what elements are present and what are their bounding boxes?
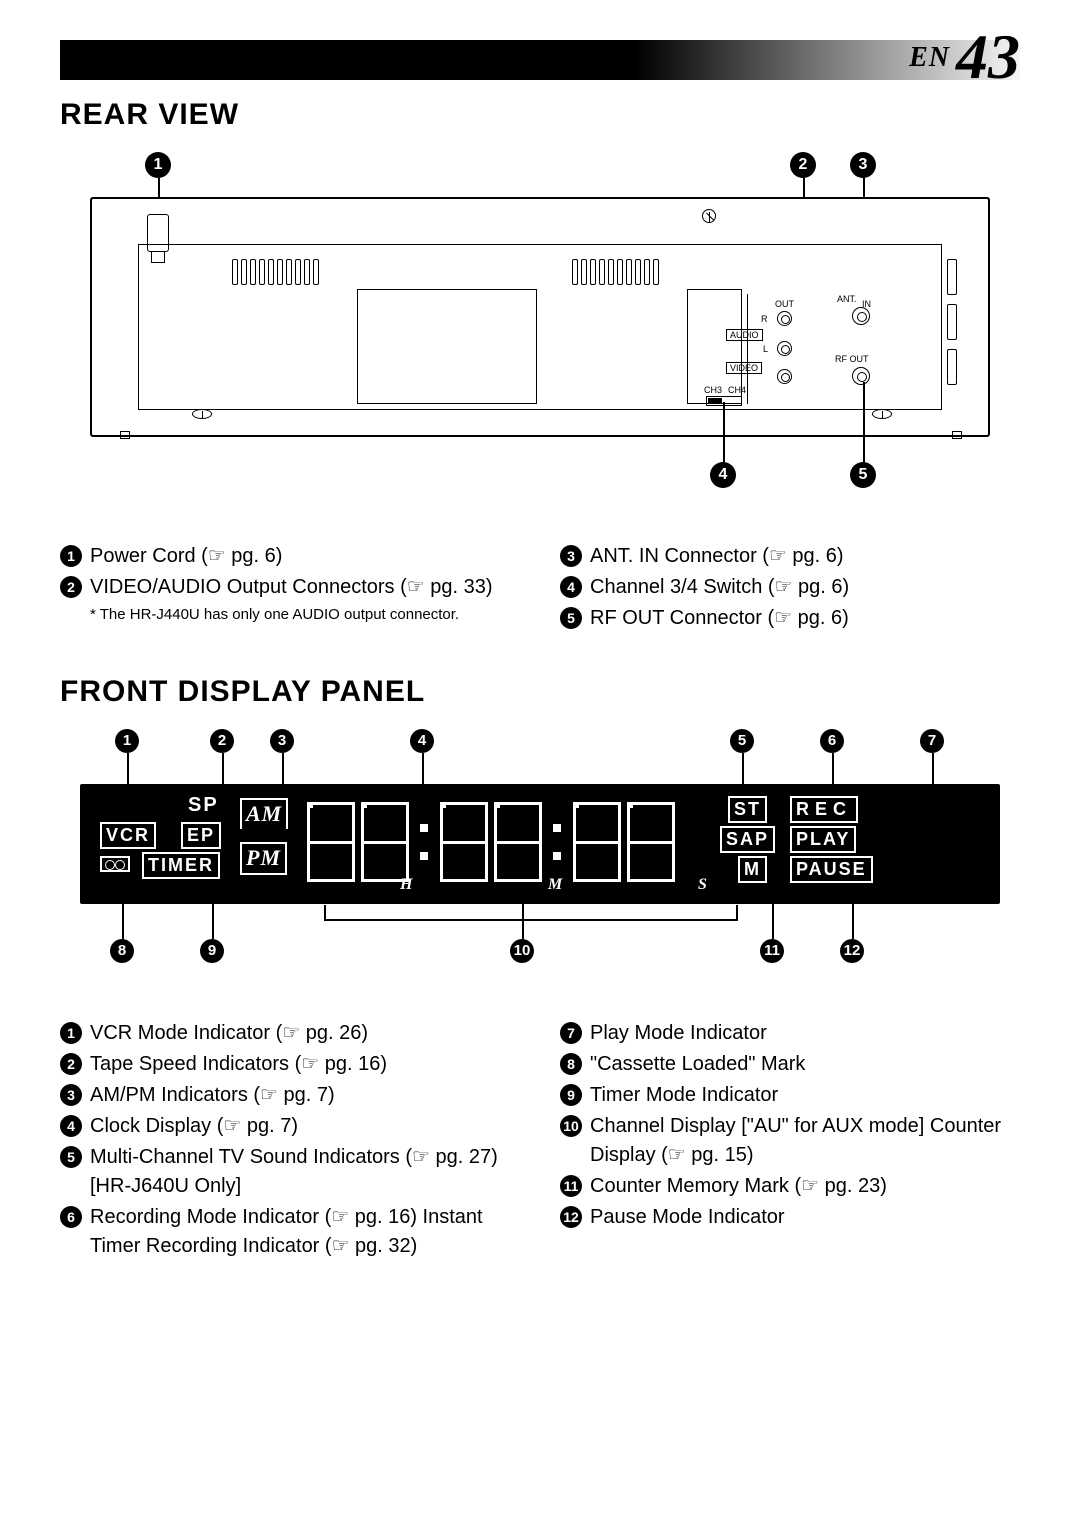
legend-item: Timer Mode Indicator xyxy=(590,1081,778,1110)
label-audio: AUDIO xyxy=(726,329,763,341)
bullet: 9 xyxy=(560,1084,582,1106)
legend-footnote: * The HR-J440U has only one AUDIO output… xyxy=(90,604,520,626)
bullet: 11 xyxy=(560,1175,582,1197)
bullet-5: 5 xyxy=(560,607,582,629)
fcallout-7: 7 xyxy=(920,729,944,753)
label-ant: ANT. xyxy=(837,294,857,304)
callout-3: 3 xyxy=(850,152,876,178)
bullet: 5 xyxy=(60,1146,82,1168)
bullet: 7 xyxy=(560,1022,582,1044)
legend-item: ANT. IN Connector (☞ pg. 6) xyxy=(590,542,844,571)
ind-pm: PM xyxy=(240,842,287,875)
label-ch4: CH4 xyxy=(728,385,746,395)
fcallout-6: 6 xyxy=(820,729,844,753)
fcallout-4: 4 xyxy=(410,729,434,753)
sub-s: S xyxy=(698,876,707,894)
fcallout-11: 11 xyxy=(760,939,784,963)
jack-video xyxy=(777,369,792,384)
jack-r xyxy=(777,311,792,326)
ind-ep: EP xyxy=(181,822,221,849)
rear-legend: 1 Power Cord (☞ pg. 6) 2 VIDEO/AUDIO Outpu… xyxy=(60,542,1020,635)
screw-oval xyxy=(192,409,212,419)
bullet-4: 4 xyxy=(560,576,582,598)
legend-item: VCR Mode Indicator (☞ pg. 26) xyxy=(90,1019,368,1048)
label-rf-out: RF OUT xyxy=(835,354,869,364)
screw-oval xyxy=(872,409,892,419)
rear-view-diagram: 1 2 3 OUT ANT. IN R AUDIO L xyxy=(90,152,990,512)
legend-item: Pause Mode Indicator xyxy=(590,1203,785,1232)
ind-pause: PAUSE xyxy=(790,856,873,883)
sub-m: M xyxy=(548,876,562,894)
page-lang: EN xyxy=(909,42,950,74)
legend-item: Play Mode Indicator xyxy=(590,1019,767,1048)
bullet: 12 xyxy=(560,1206,582,1228)
fcallout-9: 9 xyxy=(200,939,224,963)
ind-rec: REC xyxy=(790,796,858,823)
bullet: 2 xyxy=(60,1053,82,1075)
legend-item: VIDEO/AUDIO Output Connectors (☞ pg. 33) xyxy=(90,573,493,602)
ind-vcr: VCR xyxy=(100,822,156,849)
legend-item: Channel Display ["AU" for AUX mode] Coun… xyxy=(590,1112,1020,1170)
label-l: L xyxy=(763,344,768,354)
sub-h: H xyxy=(400,876,412,894)
bullet: 8 xyxy=(560,1053,582,1075)
legend-item: Power Cord (☞ pg. 6) xyxy=(90,542,282,571)
fcallout-10: 10 xyxy=(510,939,534,963)
front-legend: 1 VCR Mode Indicator (☞ pg. 26) 2 Tape Spe… xyxy=(60,1019,1020,1263)
fcallout-5: 5 xyxy=(730,729,754,753)
rear-view-heading: REAR VIEW xyxy=(60,98,1020,132)
ind-st: ST xyxy=(728,796,767,823)
legend-item: RF OUT Connector (☞ pg. 6) xyxy=(590,604,849,633)
bullet: 10 xyxy=(560,1115,582,1137)
callout-5: 5 xyxy=(850,462,876,488)
vent-right xyxy=(572,259,659,285)
label-video: VIDEO xyxy=(726,362,762,374)
legend-item: "Cassette Loaded" Mark xyxy=(590,1050,805,1079)
legend-item: Channel 3/4 Switch (☞ pg. 6) xyxy=(590,573,849,602)
page-number: 43 xyxy=(956,20,1020,94)
label-ch3: CH3 xyxy=(704,385,722,395)
fcallout-1: 1 xyxy=(115,729,139,753)
bullet-1: 1 xyxy=(60,545,82,567)
callout-4: 4 xyxy=(710,462,736,488)
jack-ant-in xyxy=(852,307,870,325)
ind-timer: TIMER xyxy=(142,852,220,879)
clock-digits xyxy=(304,802,678,887)
label-out: OUT xyxy=(775,299,794,309)
jack-l xyxy=(777,341,792,356)
legend-item: AM/PM Indicators (☞ pg. 7) xyxy=(90,1081,335,1110)
legend-item: Multi-Channel TV Sound Indicators (☞ pg.… xyxy=(90,1143,520,1201)
ind-play: PLAY xyxy=(790,826,856,853)
ind-sp: SP xyxy=(188,794,219,817)
fcallout-3: 3 xyxy=(270,729,294,753)
legend-item: Tape Speed Indicators (☞ pg. 16) xyxy=(90,1050,387,1079)
jack-rf-out xyxy=(852,367,870,385)
display-panel: VCR TIMER SP EP AM PM H M S ST SAP M REC… xyxy=(80,784,1000,904)
front-panel-heading: FRONT DISPLAY PANEL xyxy=(60,675,1020,709)
power-cord-clamp xyxy=(147,214,169,252)
fcallout-12: 12 xyxy=(840,939,864,963)
ind-am: AM xyxy=(240,798,288,829)
fcallout-2: 2 xyxy=(210,729,234,753)
bullet: 1 xyxy=(60,1022,82,1044)
bullet: 4 xyxy=(60,1115,82,1137)
callout-2: 2 xyxy=(790,152,816,178)
bullet-3: 3 xyxy=(560,545,582,567)
legend-item: Clock Display (☞ pg. 7) xyxy=(90,1112,298,1141)
fcallout-8: 8 xyxy=(110,939,134,963)
header-bar: EN 43 xyxy=(60,40,1020,80)
screw-icon xyxy=(702,209,716,223)
front-panel-diagram: 1 2 3 4 5 6 7 VCR TIMER SP EP AM PM H xyxy=(80,729,1000,989)
bullet: 6 xyxy=(60,1206,82,1228)
legend-item: Counter Memory Mark (☞ pg. 23) xyxy=(590,1172,887,1201)
bullet: 3 xyxy=(60,1084,82,1106)
vent-left xyxy=(232,259,319,285)
callout-1: 1 xyxy=(145,152,171,178)
label-r: R xyxy=(761,314,768,324)
bullet-2: 2 xyxy=(60,576,82,598)
cassette-icon xyxy=(100,856,130,872)
ind-m: M xyxy=(738,856,767,883)
ind-sap: SAP xyxy=(720,826,775,853)
legend-item: Recording Mode Indicator (☞ pg. 16) Inst… xyxy=(90,1203,520,1261)
